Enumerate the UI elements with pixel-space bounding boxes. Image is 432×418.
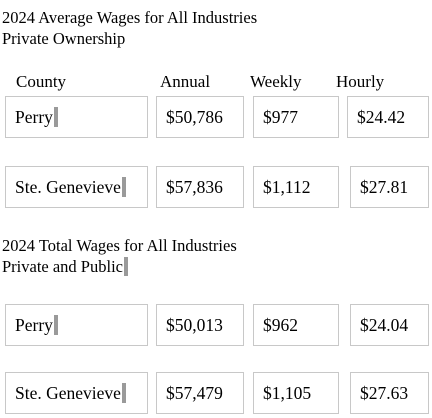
county-value: Ste. Genevieve <box>15 383 121 403</box>
county-value: Perry <box>15 107 53 127</box>
section1-title: 2024 Average Wages for All Industries <box>2 8 258 27</box>
section2-subtitle-container: Private and Public <box>2 256 128 277</box>
section1-subtitle: Private Ownership <box>2 29 126 48</box>
column-label-county: County <box>16 72 67 91</box>
hourly-field[interactable]: $24.42 <box>347 96 429 138</box>
weekly-field[interactable]: $1,112 <box>253 166 339 208</box>
county-field-ste-genevieve[interactable]: Ste. Genevieve <box>5 372 148 414</box>
county-field-perry[interactable]: Perry <box>5 304 148 346</box>
weekly-field[interactable]: $962 <box>253 304 339 346</box>
text-cursor <box>53 107 58 127</box>
weekly-field[interactable]: $977 <box>253 96 339 138</box>
annual-field[interactable]: $57,479 <box>156 372 244 414</box>
text-cursor <box>123 257 128 276</box>
text-cursor <box>121 383 126 403</box>
section2-subtitle: Private and Public <box>2 257 123 276</box>
weekly-field[interactable]: $1,105 <box>253 372 339 414</box>
column-label-annual: Annual <box>160 72 211 91</box>
county-value: Perry <box>15 315 53 335</box>
county-value: Ste. Genevieve <box>15 177 121 197</box>
annual-field[interactable]: $57,836 <box>156 166 244 208</box>
hourly-field[interactable]: $24.04 <box>350 304 429 346</box>
county-field-ste-genevieve[interactable]: Ste. Genevieve <box>5 166 148 208</box>
annual-field[interactable]: $50,013 <box>156 304 244 346</box>
hourly-field[interactable]: $27.63 <box>350 372 429 414</box>
county-field-perry[interactable]: Perry <box>5 96 148 138</box>
section2-title: 2024 Total Wages for All Industries <box>2 236 237 255</box>
text-cursor <box>121 177 126 197</box>
annual-field[interactable]: $50,786 <box>156 96 244 138</box>
column-label-weekly: Weekly <box>250 72 302 91</box>
text-cursor <box>53 315 58 335</box>
hourly-field[interactable]: $27.81 <box>350 166 429 208</box>
column-label-hourly: Hourly <box>336 72 385 91</box>
